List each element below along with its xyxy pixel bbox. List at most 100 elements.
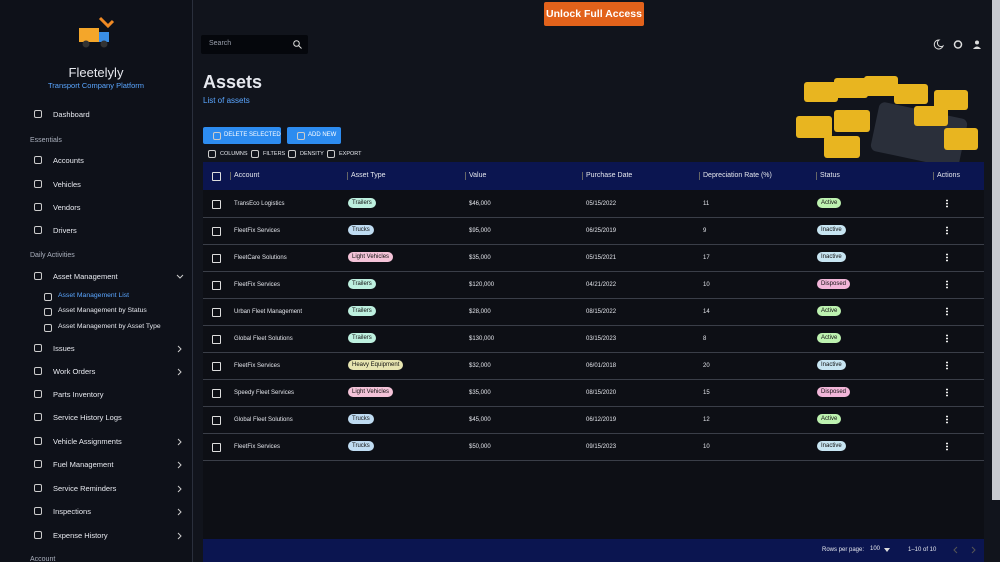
sub-nav-item[interactable]: Asset Management by Status [58,307,147,314]
status-chip: Disposed [817,387,851,397]
nav-item[interactable]: Vendors [53,203,81,212]
cell: 20 [703,363,710,369]
nav-icon [34,531,42,539]
row-divider [203,460,984,461]
toolbar-button[interactable]: COLUMNS [220,151,248,157]
action-button[interactable]: DELETE SELECTED [203,127,281,144]
scrollbar[interactable] [992,0,1000,500]
sub-icon [44,293,52,301]
chevron [177,438,182,446]
brand: Fleetelyly [68,65,124,80]
checkbox[interactable] [212,443,221,452]
status-chip: Active [817,306,842,316]
checkbox[interactable] [212,227,221,236]
checkbox[interactable] [212,416,221,425]
toolbar-button[interactable]: FILTERS [263,151,286,157]
cell: $46,000 [469,201,491,207]
row-menu[interactable] [946,361,948,370]
nav-item[interactable]: Issues [53,344,75,353]
nav-icon [34,460,42,468]
row-menu[interactable] [946,199,948,208]
nav-item[interactable]: Fuel Management [53,460,114,469]
section-title: Essentials [30,137,62,144]
cell: 08/15/2022 [586,309,617,315]
row-menu[interactable] [946,442,948,451]
cell: $50,000 [469,444,491,450]
column-header[interactable]: Status [820,172,840,179]
column-header[interactable]: Actions [937,172,960,179]
toolbar-button[interactable]: EXPORT [339,151,362,157]
chevron [177,345,182,353]
status-chip: Active [817,198,842,208]
nav-item[interactable]: Service Reminders [53,484,117,493]
checkbox[interactable] [212,281,221,290]
status-chip: Disposed [817,279,851,289]
row-menu[interactable] [946,307,948,316]
nav-item[interactable]: Work Orders [53,367,96,376]
toolbar-button[interactable]: DENSITY [300,151,324,157]
nav-item[interactable]: Vehicle Assignments [53,437,122,446]
row-divider [203,271,984,272]
row-menu[interactable] [946,280,948,289]
nav-item[interactable]: Accounts [53,156,84,165]
checkbox[interactable] [212,200,221,209]
unlock-button[interactable]: Unlock Full Access [544,2,644,26]
checkbox[interactable] [212,362,221,371]
top-icons[interactable] [933,39,983,50]
column-header[interactable]: Value [469,172,487,179]
column-header[interactable]: Purchase Date [586,172,633,179]
rows-per-page[interactable]: 100 [870,546,881,552]
cell: Global Fleet Solutions [234,336,293,342]
nav-item[interactable]: Asset Management [53,272,118,281]
nav-icon [34,390,42,398]
column-header[interactable]: Account [234,172,260,179]
search-box[interactable]: Search [201,35,308,54]
row-menu[interactable] [946,388,948,397]
cell: FleetFix Services [234,228,281,234]
row-divider [203,217,984,218]
nav-item[interactable]: Vehicles [53,180,81,189]
asset-type-chip: Trailers [348,306,376,316]
nav-item[interactable]: Drivers [53,226,77,235]
pagination[interactable] [952,546,978,554]
column-header[interactable]: Depreciation Rate (%) [703,172,772,179]
nav-icon [34,413,42,421]
row-divider [203,379,984,380]
nav-icon [34,367,42,375]
row-menu[interactable] [946,253,948,262]
checkbox[interactable] [212,254,221,263]
cell: FleetFix Services [234,363,281,369]
row-menu[interactable] [946,334,948,343]
page-subtitle: List of assets [203,96,250,105]
cell: FleetFix Services [234,444,281,450]
cell: $95,000 [469,228,491,234]
grid-footer: Rows per page: 100 1–10 of 10 [203,539,984,562]
asset-type-chip: Light Vehicles [348,387,394,397]
column-header[interactable]: Asset Type [351,172,386,179]
nav-item[interactable]: Expense History [53,531,108,540]
sub-nav-item[interactable]: Asset Management List [58,292,130,299]
cell: 9 [703,228,707,234]
row-divider [203,406,984,407]
status-chip: Active [817,414,842,424]
checkbox[interactable] [212,172,221,181]
nav-item[interactable]: Service History Logs [53,413,122,422]
checkbox[interactable] [212,389,221,398]
sub-nav-item[interactable]: Asset Management by Asset Type [58,323,161,330]
action-button[interactable]: ADD NEW [287,127,341,144]
row-menu[interactable] [946,226,948,235]
toolbar-icon [327,150,335,158]
cell: $32,000 [469,363,491,369]
cell: Urban Fleet Management [234,309,303,315]
nav-item[interactable]: Inspections [53,507,91,516]
nav-item[interactable]: Dashboard [53,110,90,119]
column-separator [230,172,231,180]
nav-item[interactable]: Parts Inventory [53,390,104,399]
checkbox[interactable] [212,308,221,317]
cell: TransEco Logistics [234,201,285,207]
column-separator [582,172,583,180]
asset-type-chip: Trailers [348,333,376,343]
checkbox[interactable] [212,335,221,344]
row-menu[interactable] [946,415,948,424]
